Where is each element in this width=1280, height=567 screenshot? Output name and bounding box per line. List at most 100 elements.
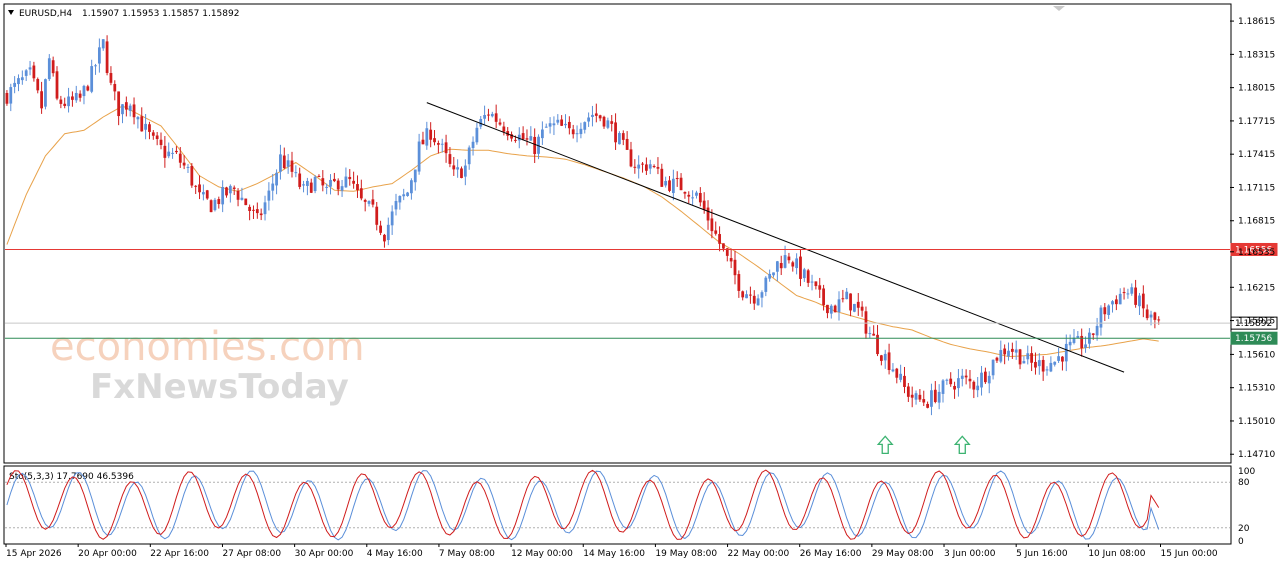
- candle-body: [945, 379, 949, 381]
- candle-body: [544, 126, 548, 128]
- candle-body: [853, 303, 856, 312]
- candle-body: [687, 194, 691, 197]
- trendline[interactable]: [426, 102, 1125, 373]
- candle-body: [317, 175, 321, 177]
- candle-body: [1141, 293, 1145, 309]
- candle-body: [17, 78, 20, 85]
- candle-body: [155, 135, 159, 140]
- candle-body: [521, 133, 525, 140]
- candle-body: [121, 104, 124, 115]
- candle-body: [271, 183, 275, 191]
- candle-body: [598, 115, 602, 119]
- candle-body: [722, 243, 725, 249]
- candle-body: [937, 391, 941, 403]
- candle-body: [887, 352, 891, 371]
- candle-body: [1153, 312, 1157, 320]
- price-tick-label: 1.14710: [1238, 450, 1275, 460]
- candle-body: [906, 386, 910, 397]
- price-level-box: [1230, 242, 1278, 256]
- candle-body: [575, 133, 579, 135]
- candle-body: [425, 128, 429, 146]
- candle-body: [729, 258, 733, 262]
- candle-body: [610, 121, 614, 124]
- candle-body: [32, 65, 36, 79]
- candle-body: [876, 334, 879, 355]
- candle-body: [872, 333, 876, 336]
- candle-body: [1007, 350, 1010, 357]
- candle-body: [309, 182, 313, 193]
- candle-body: [344, 176, 348, 188]
- candle-body: [236, 190, 240, 200]
- candle-body: [225, 187, 228, 196]
- candle-body: [741, 291, 745, 298]
- candle-body: [479, 118, 483, 127]
- candle-body: [1095, 325, 1099, 336]
- candle-body: [117, 91, 121, 117]
- candle-body: [440, 143, 444, 145]
- candle-body: [564, 123, 567, 126]
- candle-body: [718, 234, 721, 244]
- candle-body: [606, 120, 610, 128]
- candle-body: [845, 291, 849, 300]
- candle-body: [995, 357, 999, 361]
- candle-body: [329, 179, 332, 187]
- candle-body: [290, 160, 294, 172]
- time-tick-label: 22 May 00:00: [728, 549, 790, 559]
- candle-body: [5, 92, 9, 104]
- candle-body: [764, 277, 768, 292]
- candle-body: [1114, 299, 1118, 305]
- candle-body: [1057, 356, 1060, 361]
- candle-body: [433, 138, 436, 143]
- candle-body: [1053, 361, 1057, 365]
- candle-body: [625, 138, 629, 150]
- candle-body: [244, 198, 248, 206]
- candle-body: [452, 165, 456, 170]
- candle-body: [710, 218, 714, 232]
- candle-body: [883, 353, 887, 361]
- candle-body: [648, 164, 652, 169]
- candle-body: [502, 126, 506, 132]
- symbol-label: EURUSD,H4: [19, 9, 72, 19]
- candle-body: [255, 209, 259, 214]
- candle-body: [1037, 360, 1041, 367]
- candle-body: [313, 176, 317, 192]
- candle-body: [105, 41, 109, 73]
- candle-body: [24, 70, 28, 76]
- candle-body: [910, 394, 914, 398]
- candle-body: [379, 225, 382, 233]
- candle-body: [67, 96, 70, 107]
- candle-body: [1103, 307, 1107, 315]
- candle-body: [733, 259, 737, 276]
- candle-body: [829, 305, 833, 314]
- chart-shift-icon[interactable]: [1053, 6, 1065, 11]
- candle-body: [914, 393, 918, 400]
- candle-body: [560, 119, 564, 126]
- candle-body: [571, 129, 575, 135]
- candle-body: [47, 58, 51, 80]
- candle-body: [868, 333, 872, 335]
- candle-body: [178, 153, 182, 163]
- candle-body: [668, 180, 671, 191]
- candle-body: [645, 164, 648, 171]
- time-tick-label: 15 Apr 2026: [6, 549, 62, 559]
- candle-body: [517, 134, 521, 141]
- candle-body: [1018, 349, 1022, 365]
- candle-body: [772, 272, 775, 276]
- candle-body: [205, 190, 209, 199]
- stochastic-line: [6, 469, 1160, 540]
- candle-body: [614, 122, 617, 143]
- candle-body: [59, 99, 63, 104]
- price-tick-label: 1.18615: [1238, 17, 1275, 27]
- candle-body: [602, 116, 606, 127]
- candle-body: [159, 139, 163, 146]
- candle-body: [1107, 305, 1111, 316]
- candle-body: [841, 298, 845, 300]
- candle-body: [460, 168, 463, 179]
- symbol-menu-icon[interactable]: [8, 10, 14, 15]
- candle-body: [1111, 301, 1114, 305]
- candle-body: [510, 134, 513, 139]
- candle-body: [899, 373, 903, 380]
- candle-body: [725, 248, 729, 256]
- candle-body: [163, 145, 167, 158]
